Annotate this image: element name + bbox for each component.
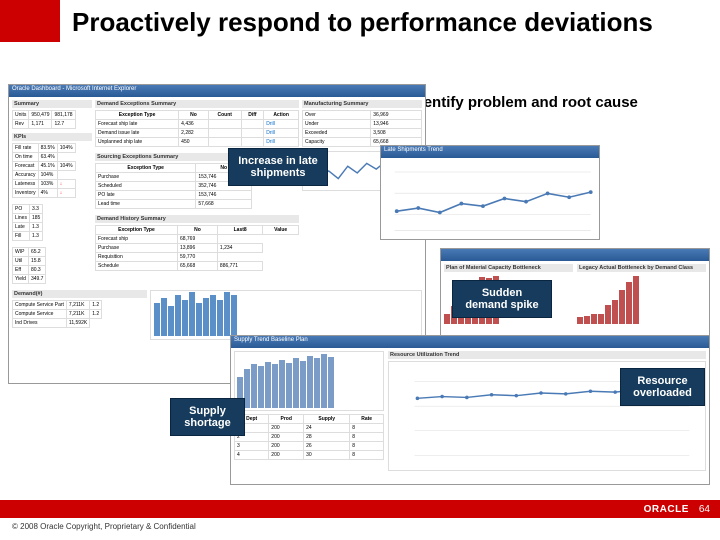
callout-resource-overloaded: Resource overloaded [620, 368, 705, 406]
kpi2-table: WIP65.2 Util15.8 Eff80.3 Yield349.7 [12, 247, 46, 284]
exception-table: Exception TypeNoCountDiffAction Forecast… [95, 110, 299, 147]
supply-table: DeptProdSupplyRate 1200248 2200288 32002… [234, 414, 384, 460]
source-summary-table: PO3.3 Lines185 Late1.3 Fill1.3 [12, 204, 43, 241]
mfg-header: Manufacturing Summary [302, 100, 422, 108]
supply-bar-chart [234, 351, 384, 411]
copyright-text: © 2008 Oracle Copyright, Proprietary & C… [0, 518, 720, 535]
brand-red-block [0, 0, 60, 42]
page-number: 64 [699, 504, 710, 515]
kpi-header: KPIs [12, 133, 92, 141]
dashboard-titlebar: Oracle Dashboard - Microsoft Internet Ex… [9, 85, 425, 97]
mfg-table: Over36,969 Under13,946 Exceeded3,508 Cap… [302, 110, 422, 147]
bottleneck-titlebar [441, 249, 709, 261]
supply-trend-titlebar: Supply Trend Baseline Plan [231, 336, 709, 348]
summary-header: Summary [12, 100, 92, 108]
resource-chart-hdr: Resource Utilization Trend [388, 351, 706, 359]
line-chart-titlebar: Late Shipments Trend [381, 146, 599, 158]
line-chart-window: Late Shipments Trend [380, 145, 600, 240]
line-chart-svg [384, 161, 596, 236]
callout-late-shipments: Increase in late shipments [228, 148, 328, 186]
demand-table: Exception TypeNoLast8Value Forecast ship… [95, 225, 299, 271]
kpi-table: Fill rate83.5%104% On time63.4% Forecast… [12, 143, 76, 198]
bottom-bar-chart [150, 290, 422, 340]
exception-header: Demand Exceptions Summary [95, 100, 299, 108]
footer-red-bar: ORACLE 64 [0, 500, 720, 518]
bottleneck-left-hdr: Plan of Material Capacity Bottleneck [444, 264, 573, 272]
supply-trend-window: Supply Trend Baseline Plan DeptProdSuppl… [230, 335, 710, 485]
bottom-items-table: Compute Service Part7,211K1.2 Compute Se… [12, 300, 102, 328]
slide-title: Proactively respond to performance devia… [72, 8, 653, 37]
bottleneck-right-chart [577, 274, 706, 324]
oracle-logo: ORACLE [644, 504, 689, 515]
summary-table: Units950,479981,178 Rev1,17112.7 [12, 110, 76, 129]
bottleneck-right-hdr: Legacy Actual Bottleneck by Demand Class [577, 264, 706, 272]
callout-demand-spike: Sudden demand spike [452, 280, 552, 318]
callout-supply-shortage: Supply shortage [170, 398, 245, 436]
bottom-items-header: Demand(#) [12, 290, 147, 298]
demand-header: Demand History Summary [95, 215, 299, 223]
slide-footer: ORACLE 64 © 2008 Oracle Copyright, Propr… [0, 500, 720, 540]
